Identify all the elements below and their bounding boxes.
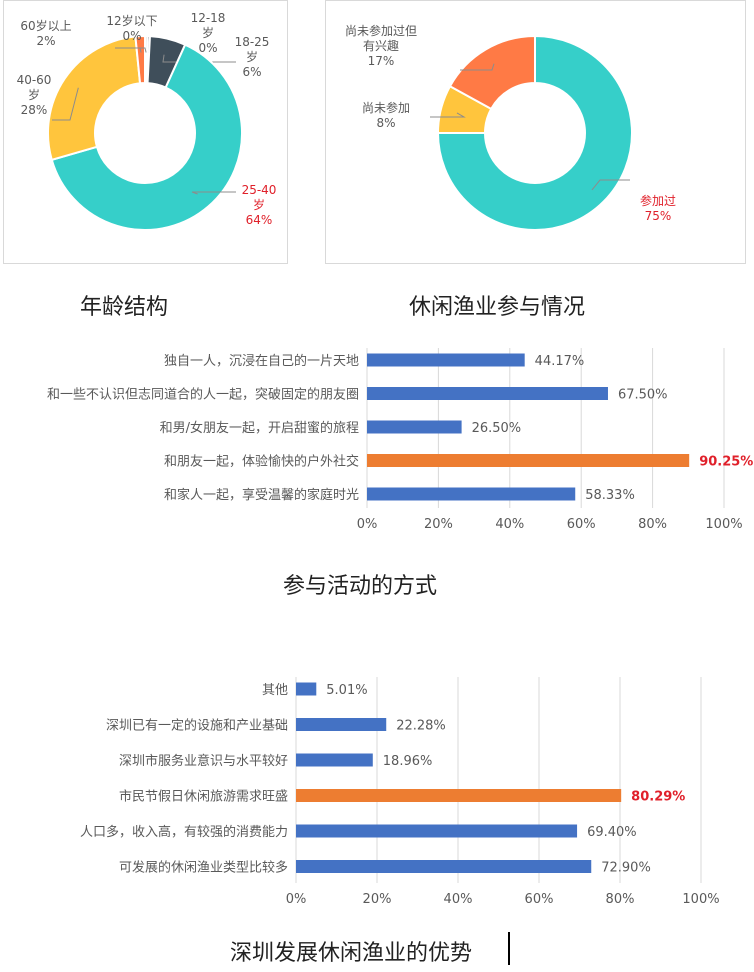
age-chart-caption: 年龄结构 — [80, 295, 169, 320]
activity-tick-3: 60% — [567, 517, 596, 532]
activity-value-label-4: 58.33% — [585, 488, 635, 503]
activity-value-label-1: 67.50% — [618, 388, 668, 403]
age-slice-label-1: 18-25 岁 6% — [235, 35, 270, 79]
age-slice-label-0: 12-18 岁 0% — [191, 11, 226, 55]
age-slice-label-2: 25-40 岁 64% — [242, 183, 277, 227]
activity-category-2: 和男/女朋友一起，开启甜蜜的旅程 — [160, 420, 359, 436]
advantage-tick-1: 20% — [363, 892, 392, 907]
advantage-bar-1 — [296, 718, 387, 731]
age-slice-5 — [144, 34, 149, 85]
advantage-bar-2 — [296, 753, 373, 767]
activity-category-0: 独自一人，沉浸在自己的一片天地 — [164, 353, 359, 369]
age-leader-3 — [52, 87, 79, 121]
advantage-tick-0: 0% — [286, 892, 307, 907]
participation-leader-0 — [591, 179, 630, 191]
activity-tick-1: 20% — [424, 517, 453, 532]
advantage-value-label-5: 72.90% — [601, 861, 651, 876]
participation-chart-caption: 休闲渔业参与情况 — [409, 295, 586, 320]
participation-slice-label-2: 尚未参加过但有兴趣 17% — [345, 23, 417, 68]
activity-category-4: 和家人一起，享受温馨的家庭时光 — [164, 487, 359, 503]
age-leader-2 — [191, 191, 236, 195]
advantage-category-5: 可发展的休闲渔业类型比较多 — [119, 860, 288, 876]
activity-category-1: 和一些不认识但志同道合的人一起，突破固定的朋友圈 — [47, 387, 359, 403]
advantage-category-3: 市民节假日休闲旅游需求旺盛 — [119, 789, 288, 805]
participation-leader-1 — [430, 112, 466, 118]
advantage-bar-0 — [296, 682, 317, 696]
activity-bar-4 — [367, 487, 576, 501]
activity-tick-5: 100% — [705, 517, 742, 532]
participation-slice-label-1: 尚未参加 8% — [362, 100, 410, 130]
age-leader-5 — [115, 47, 147, 53]
advantage-tick-3: 60% — [525, 892, 554, 907]
participation-slice-0 — [436, 34, 633, 231]
activity-value-label-3: 90.25% — [699, 455, 753, 470]
activity-bar-2 — [367, 420, 462, 434]
activity-tick-0: 0% — [357, 517, 378, 532]
advantage-tick-4: 80% — [606, 892, 635, 907]
advantage-value-label-2: 18.96% — [383, 754, 433, 769]
activity-value-label-0: 44.17% — [535, 354, 585, 369]
advantage-bar-4 — [296, 824, 578, 838]
participation-slice-2 — [448, 34, 536, 111]
advantage-category-1: 深圳已有一定的设施和产业基础 — [106, 718, 288, 734]
age-slice-label-3: 40-60 岁 28% — [17, 73, 52, 117]
advantage-chart-caption: 深圳发展休闲渔业的优势 — [230, 941, 473, 966]
age-slice-label-4: 60岁以上 2% — [20, 18, 71, 48]
advantage-value-label-3: 80.29% — [631, 790, 685, 805]
activity-bar-3 — [367, 454, 690, 467]
advantage-value-label-4: 69.40% — [587, 825, 637, 840]
advantage-category-2: 深圳市服务业意识与水平较好 — [119, 753, 288, 769]
advantage-value-label-1: 22.28% — [396, 719, 446, 734]
activity-category-3: 和朋友一起，体验愉快的户外社交 — [164, 454, 359, 470]
advantage-tick-2: 40% — [444, 892, 473, 907]
advantage-tick-5: 100% — [682, 892, 719, 907]
advantage-bar-5 — [296, 860, 592, 873]
activity-bar-1 — [367, 387, 608, 400]
advantage-value-label-0: 5.01% — [326, 683, 367, 698]
participation-slice-label-0: 参加过 75% — [640, 193, 676, 223]
activity-value-label-2: 26.50% — [472, 421, 522, 436]
age-slice-label-5: 12岁以下 0% — [106, 13, 157, 43]
participation-leader-2 — [460, 63, 495, 71]
advantage-category-4: 人口多，收入高，有较强的消费能力 — [80, 824, 288, 840]
advantage-category-0: 其他 — [262, 683, 288, 698]
activity-tick-2: 40% — [495, 517, 524, 532]
text-cursor — [508, 932, 510, 965]
age-slice-2 — [50, 43, 243, 231]
advantage-bar-3 — [296, 789, 622, 802]
age-slice-3 — [47, 35, 142, 162]
activity-chart-caption: 参与活动的方式 — [283, 574, 438, 599]
activity-bar-0 — [367, 353, 525, 367]
activity-tick-4: 80% — [638, 517, 667, 532]
